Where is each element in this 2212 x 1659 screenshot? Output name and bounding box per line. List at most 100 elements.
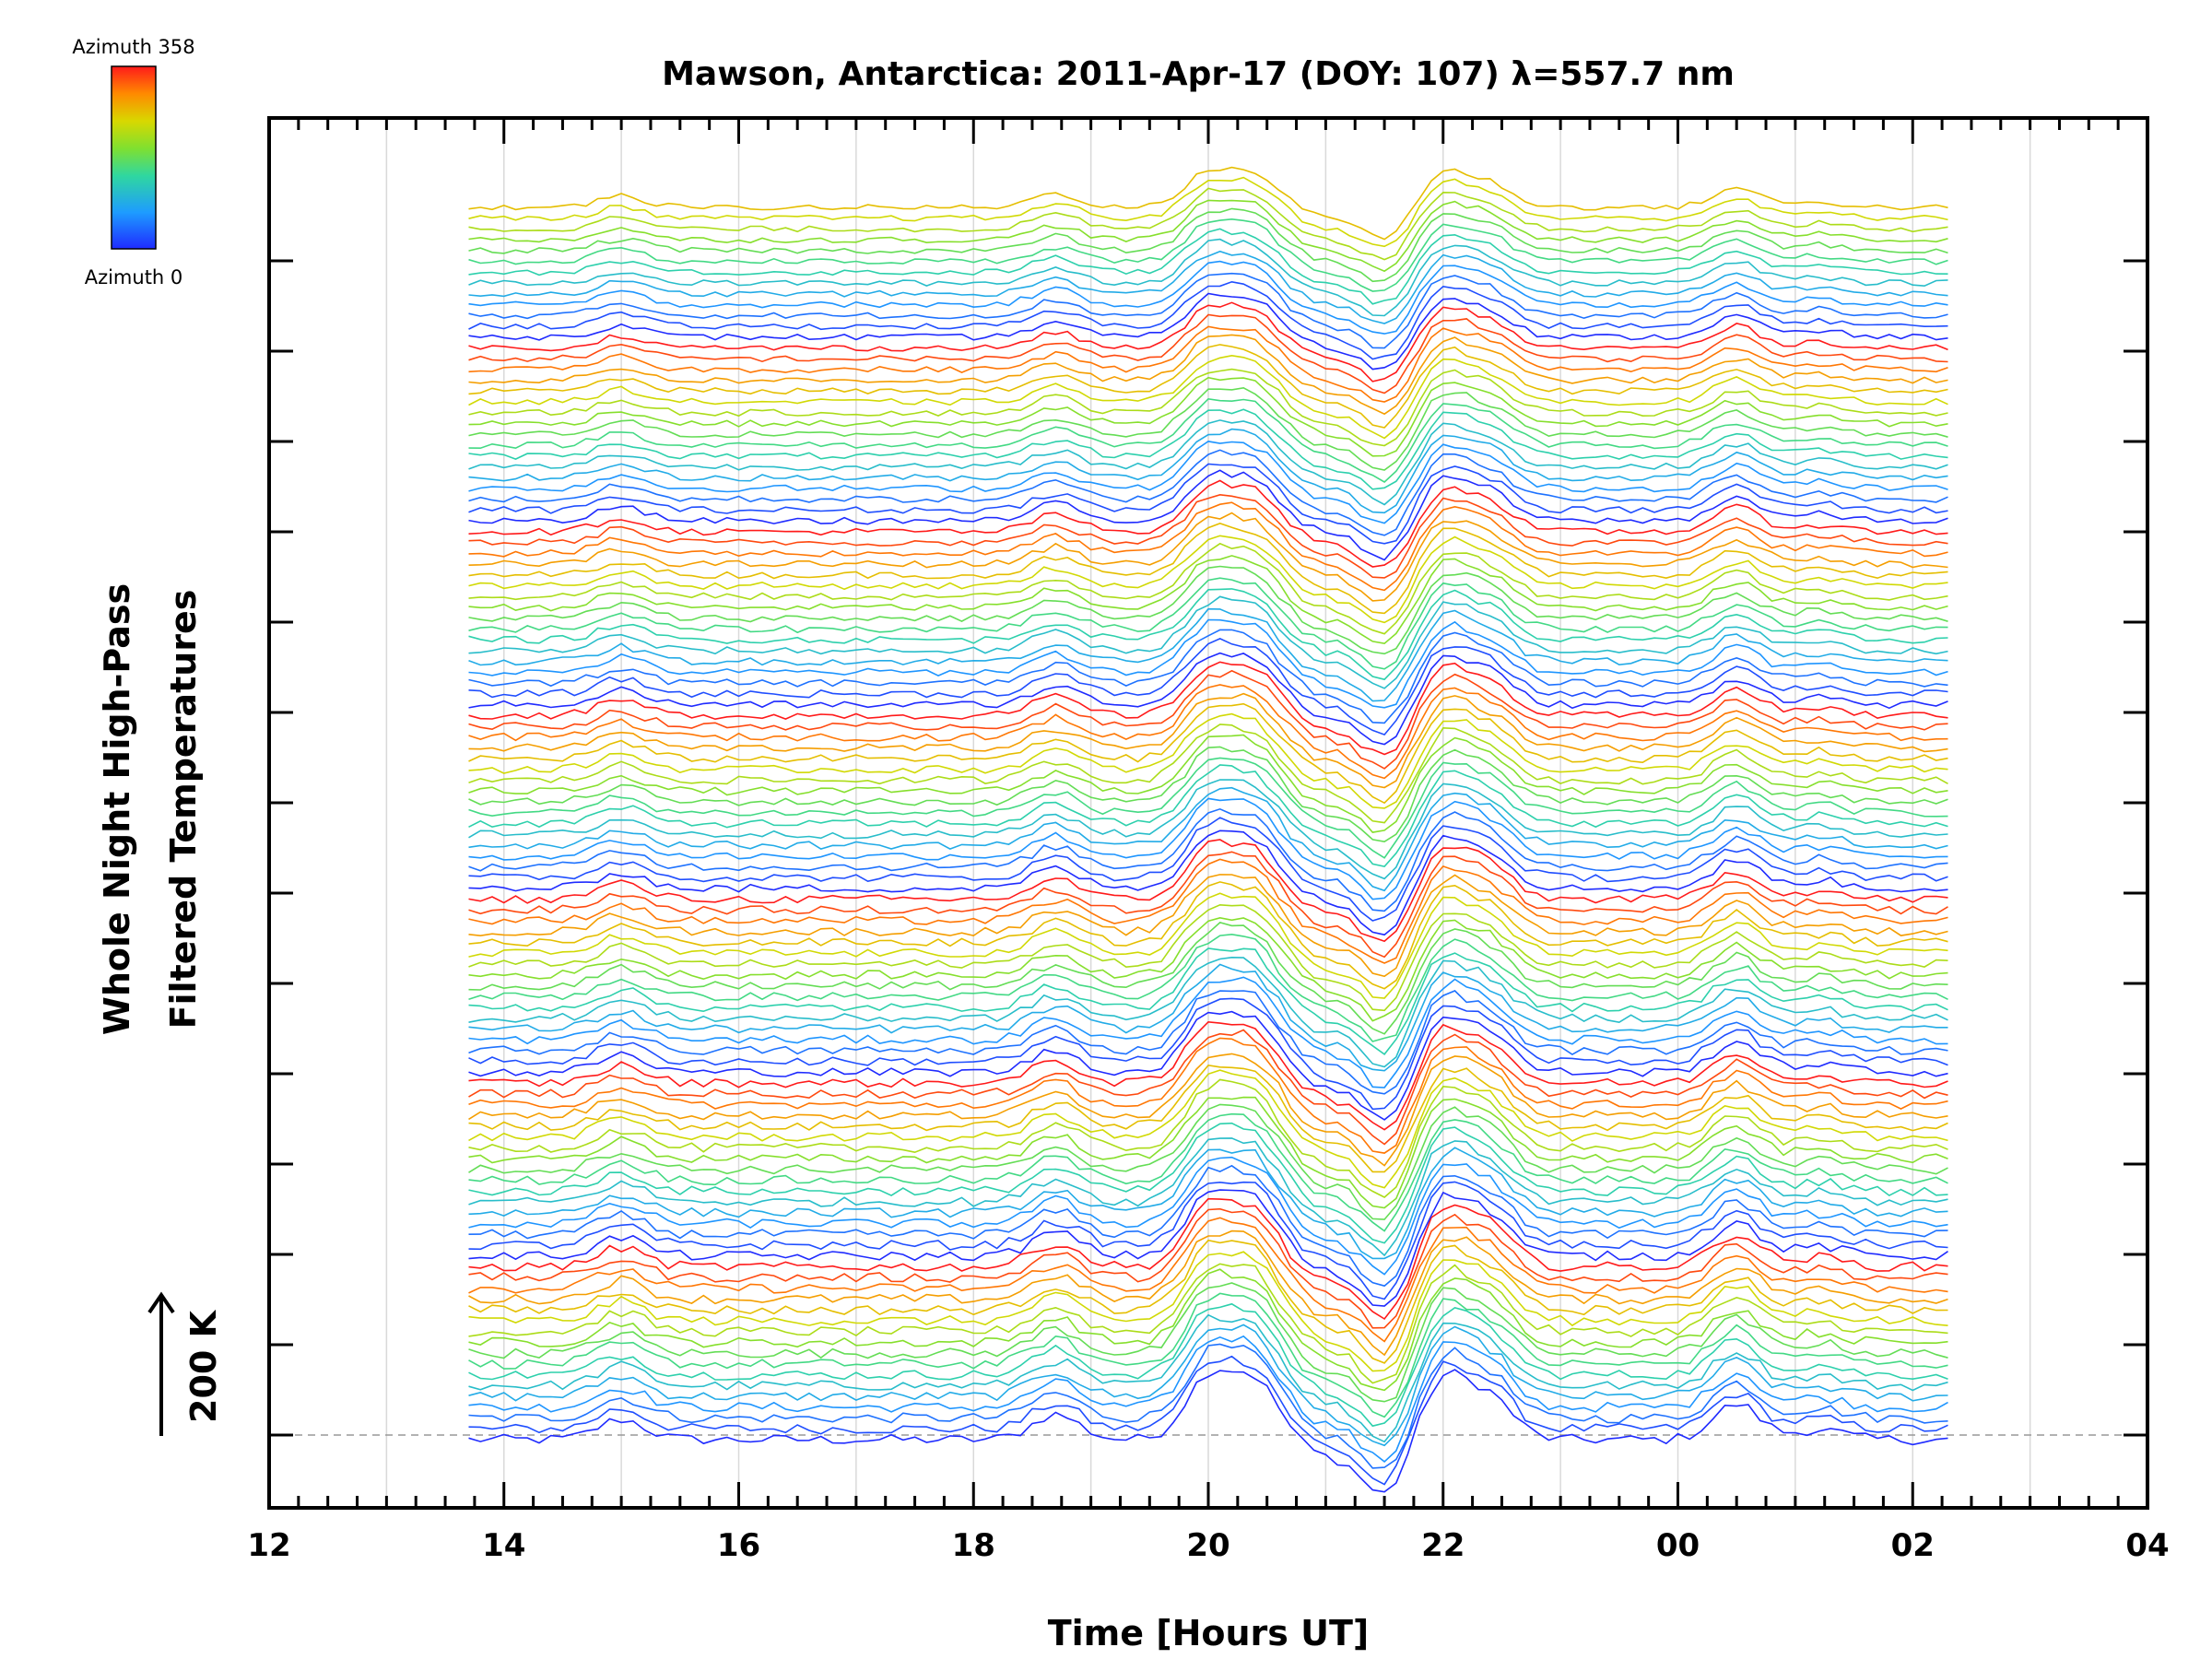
trace-line [468, 1164, 1948, 1288]
trace-line [468, 786, 1948, 892]
trace-line [468, 618, 1948, 709]
trace-line [468, 830, 1948, 936]
trace-line [468, 1324, 1948, 1447]
trace-line [468, 368, 1948, 447]
trace-line [468, 1189, 1948, 1307]
x-tick-label: 12 [247, 1527, 290, 1564]
trace-line [468, 807, 1948, 912]
trace-line [468, 702, 1948, 805]
trace-line [468, 493, 1948, 579]
trace-line [468, 428, 1948, 514]
traces [468, 166, 1948, 1493]
trace-line [468, 386, 1948, 471]
trace-line [468, 990, 1948, 1095]
trace-line [468, 903, 1948, 1012]
trace-line [468, 669, 1948, 770]
trace-line [468, 313, 1948, 394]
trace-line [468, 712, 1948, 809]
trace-line [468, 933, 1948, 1042]
trace-line [468, 228, 1948, 305]
trace-line [468, 797, 1948, 900]
trace-line [468, 757, 1948, 859]
trace-line [468, 1355, 1948, 1486]
trace-line [468, 1239, 1948, 1364]
trace-line [468, 851, 1948, 959]
trace-line [468, 916, 1948, 1022]
trace-line [468, 523, 1948, 615]
trace-line [468, 449, 1948, 536]
trace-line [468, 577, 1948, 670]
trace-line [468, 874, 1948, 978]
trace-line [468, 238, 1948, 317]
trace-line [468, 260, 1948, 335]
trace-line [468, 1268, 1948, 1392]
trace-line [468, 1053, 1948, 1167]
colorbar-bottom-label: Azimuth 0 [85, 266, 183, 288]
trace-line [468, 684, 1948, 780]
trace-line [468, 325, 1948, 403]
trace-line [468, 595, 1948, 689]
trace-line [468, 746, 1948, 843]
trace-line [468, 1122, 1948, 1244]
trace-line [468, 1263, 1948, 1384]
x-tick-label: 14 [482, 1527, 525, 1564]
trace-line [468, 272, 1948, 349]
trace-line [468, 638, 1948, 736]
trace-line [468, 419, 1948, 506]
trace-line [468, 542, 1948, 635]
trace-line [468, 1112, 1948, 1232]
trace-line [468, 250, 1948, 324]
trace-line [468, 661, 1948, 756]
trace-line [468, 976, 1948, 1088]
trace-line [468, 441, 1948, 524]
trace-line [468, 501, 1948, 592]
trace-line [468, 1343, 1948, 1469]
trace-line [468, 588, 1948, 681]
axis-ticks [267, 118, 2149, 1508]
trace-line [468, 1156, 1948, 1276]
trace-line [468, 764, 1948, 867]
trace-line [468, 629, 1948, 724]
trace-line [468, 1230, 1948, 1357]
trace-line [468, 207, 1948, 283]
trace-line [468, 1096, 1948, 1209]
trace-line [468, 176, 1948, 248]
trace-line [468, 1137, 1948, 1257]
trace-line [468, 839, 1948, 943]
trace-line [468, 408, 1948, 490]
trace-line [468, 1037, 1948, 1154]
trace-line [468, 565, 1948, 655]
trace-line [468, 1010, 1948, 1121]
x-tick-label: 18 [952, 1527, 995, 1564]
trace-line [468, 858, 1948, 964]
y-axis-label-line2: Filtered Temperatures [163, 590, 204, 1030]
trace-line [468, 218, 1948, 292]
trace-line [468, 724, 1948, 824]
trace-line [468, 652, 1948, 746]
trace-line [468, 1020, 1948, 1131]
x-tick-label: 00 [1656, 1527, 1700, 1564]
trace-line [468, 292, 1948, 371]
x-tick-label: 22 [1421, 1527, 1465, 1564]
trace-line [468, 817, 1948, 922]
scale-arrow [147, 1291, 175, 1436]
trace-line [468, 956, 1948, 1068]
trace-line [468, 344, 1948, 429]
colorbar-top-label: Azimuth 358 [72, 36, 194, 58]
trace-line [468, 1207, 1948, 1329]
trace-line [468, 997, 1948, 1111]
x-axis-label: Time [Hours UT] [1048, 1613, 1370, 1653]
trace-line [468, 479, 1948, 568]
x-tick-label: 16 [717, 1527, 760, 1564]
trace-line [468, 1313, 1948, 1443]
trace-line [468, 187, 1948, 261]
trace-line [468, 922, 1948, 1035]
x-tick-label: 20 [1186, 1527, 1230, 1564]
trace-line [468, 1292, 1948, 1418]
x-tick-label: 02 [1891, 1527, 1935, 1564]
trace-line [468, 1181, 1948, 1300]
x-tick-labels: 12 14 16 18 20 22 00 02 04 [247, 1527, 2169, 1564]
trace-line [468, 354, 1948, 440]
trace-line [468, 892, 1948, 999]
